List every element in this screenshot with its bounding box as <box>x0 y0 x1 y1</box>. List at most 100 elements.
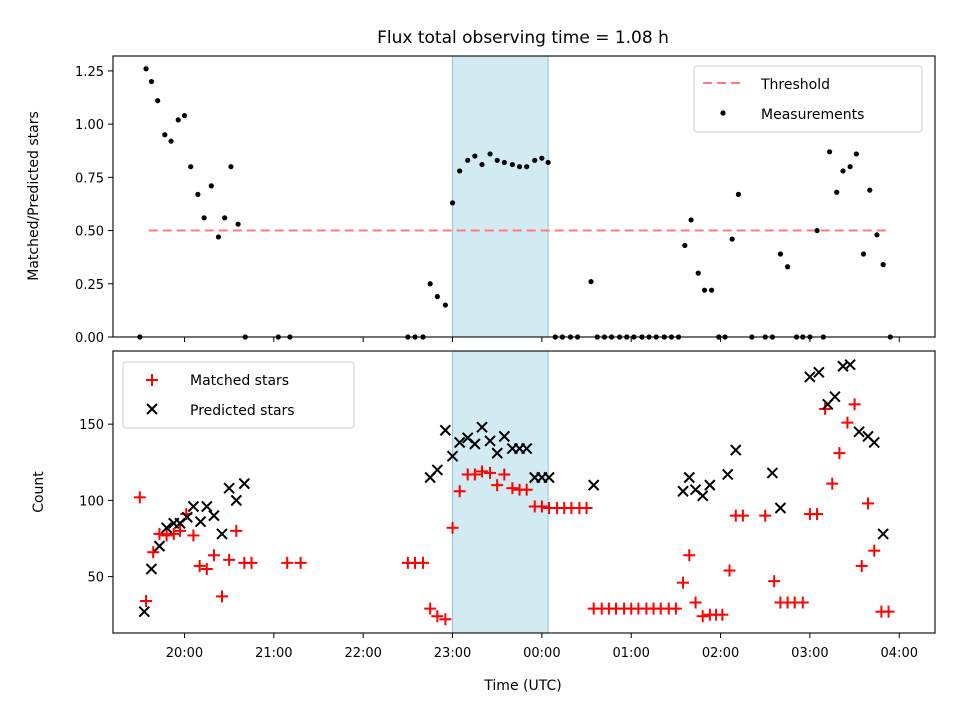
x-tick-label: 01:00 <box>612 646 649 661</box>
predicted-star-point <box>844 359 856 371</box>
measurement-point <box>494 157 500 163</box>
observing-time-span <box>452 55 549 338</box>
predicted-star-point <box>587 479 600 491</box>
predicted-star-point <box>484 435 496 447</box>
matched-star-point <box>476 465 489 478</box>
predicted-star-point <box>453 436 466 449</box>
matched-star-point <box>133 491 146 504</box>
matched-star-point <box>174 524 187 537</box>
measurement-point <box>148 78 155 85</box>
matched-star-point <box>796 596 809 609</box>
measurement-point <box>215 234 222 240</box>
matched-star-point <box>696 610 709 623</box>
predicted-star-point <box>696 490 709 502</box>
measurement-point <box>729 236 735 242</box>
measurement-point <box>847 164 853 170</box>
matched-star-point <box>848 398 861 411</box>
predicted-legend-marker <box>146 403 158 415</box>
measurement-point <box>539 155 545 161</box>
predicted-star-point <box>469 438 481 450</box>
measurement-point <box>860 251 867 257</box>
matched-star-point <box>855 559 868 572</box>
measurement-point <box>709 287 715 293</box>
predicted-star-point <box>145 563 158 575</box>
measurement-point <box>814 227 820 234</box>
x-tick-label: 20:00 <box>166 646 203 661</box>
bottom-y-tick-label: 50 <box>87 571 104 586</box>
predicted-star-point <box>194 516 207 528</box>
matched-star-point <box>281 556 294 569</box>
bottom-y-axis-label: Count <box>31 471 47 513</box>
top-y-tick-label: 1.00 <box>75 118 104 133</box>
measurement-point <box>195 191 201 197</box>
measurement-point <box>777 251 784 257</box>
predicted-star-point <box>868 436 880 449</box>
matched-star-point <box>294 556 307 569</box>
matched-star-point <box>153 527 166 540</box>
matched-star-point <box>439 613 452 626</box>
matched-star-point <box>669 602 682 615</box>
bottom-legend: Matched stars Predicted stars <box>122 361 355 429</box>
predicted-star-point <box>774 502 787 514</box>
measurement-point <box>434 293 440 300</box>
measurement-point <box>516 164 523 170</box>
measurement-point <box>735 191 742 197</box>
matched-star-point <box>535 500 548 513</box>
matched-star-point <box>882 605 895 618</box>
matched-legend-label: Matched stars <box>190 373 289 389</box>
top-y-tick-label: 0.50 <box>75 225 104 240</box>
matched-star-point <box>484 466 497 479</box>
matched-star-point <box>446 521 459 534</box>
predicted-star-point <box>230 494 243 507</box>
predicted-star-point <box>491 447 503 459</box>
measurement-point <box>201 215 207 221</box>
measurement-point <box>524 164 530 170</box>
measurement-point <box>784 264 791 270</box>
matched-star-point <box>498 468 511 481</box>
predicted-star-point <box>704 479 716 491</box>
top-legend-box <box>693 65 923 133</box>
matched-star-point <box>833 447 846 460</box>
predicted-star-point <box>439 424 452 436</box>
measurement-point <box>143 66 149 72</box>
measurement-point <box>222 215 228 221</box>
matched-star-point <box>811 508 824 521</box>
measurement-point <box>532 157 538 163</box>
bottom-y-tick-label: 100 <box>79 494 104 509</box>
matched-star-point <box>230 524 243 537</box>
matched-star-point <box>723 564 736 577</box>
predicted-star-point <box>498 430 511 443</box>
bottom-legend-box <box>122 361 355 429</box>
measurement-point <box>465 157 471 163</box>
threshold-legend-label: Threshold <box>760 77 830 93</box>
matched-star-point <box>841 416 854 429</box>
measurement-point <box>175 117 181 123</box>
predicted-star-point <box>520 442 533 455</box>
x-tick-label: 21:00 <box>255 646 292 661</box>
matched-star-point <box>689 596 702 609</box>
measurement-point <box>235 221 241 227</box>
top-y-tick-label: 0.25 <box>75 278 104 293</box>
x-tick-label: 03:00 <box>791 646 828 661</box>
measurement-point <box>701 287 708 293</box>
predicted-star-point <box>446 450 459 462</box>
matched-star-point <box>147 546 160 559</box>
x-tick-label: 04:00 <box>881 646 918 661</box>
matched-star-point <box>160 529 173 542</box>
measurement-point <box>588 279 594 285</box>
predicted-star-point <box>766 467 779 479</box>
measurement-point <box>874 232 880 238</box>
matched-star-point <box>768 575 781 588</box>
measurement-point <box>509 161 515 168</box>
chart-title: Flux total observing time = 1.08 h <box>377 28 669 48</box>
matched-star-point <box>506 482 519 495</box>
matched-star-point <box>736 509 749 522</box>
matched-star-point <box>453 485 466 498</box>
measurement-point <box>449 200 456 206</box>
predicted-star-point <box>160 522 173 534</box>
matched-star-point <box>424 602 437 615</box>
matched-star-point <box>207 549 220 562</box>
measurements-legend-marker <box>720 110 726 116</box>
predicted-star-point <box>187 500 200 513</box>
measurement-point <box>208 183 214 189</box>
